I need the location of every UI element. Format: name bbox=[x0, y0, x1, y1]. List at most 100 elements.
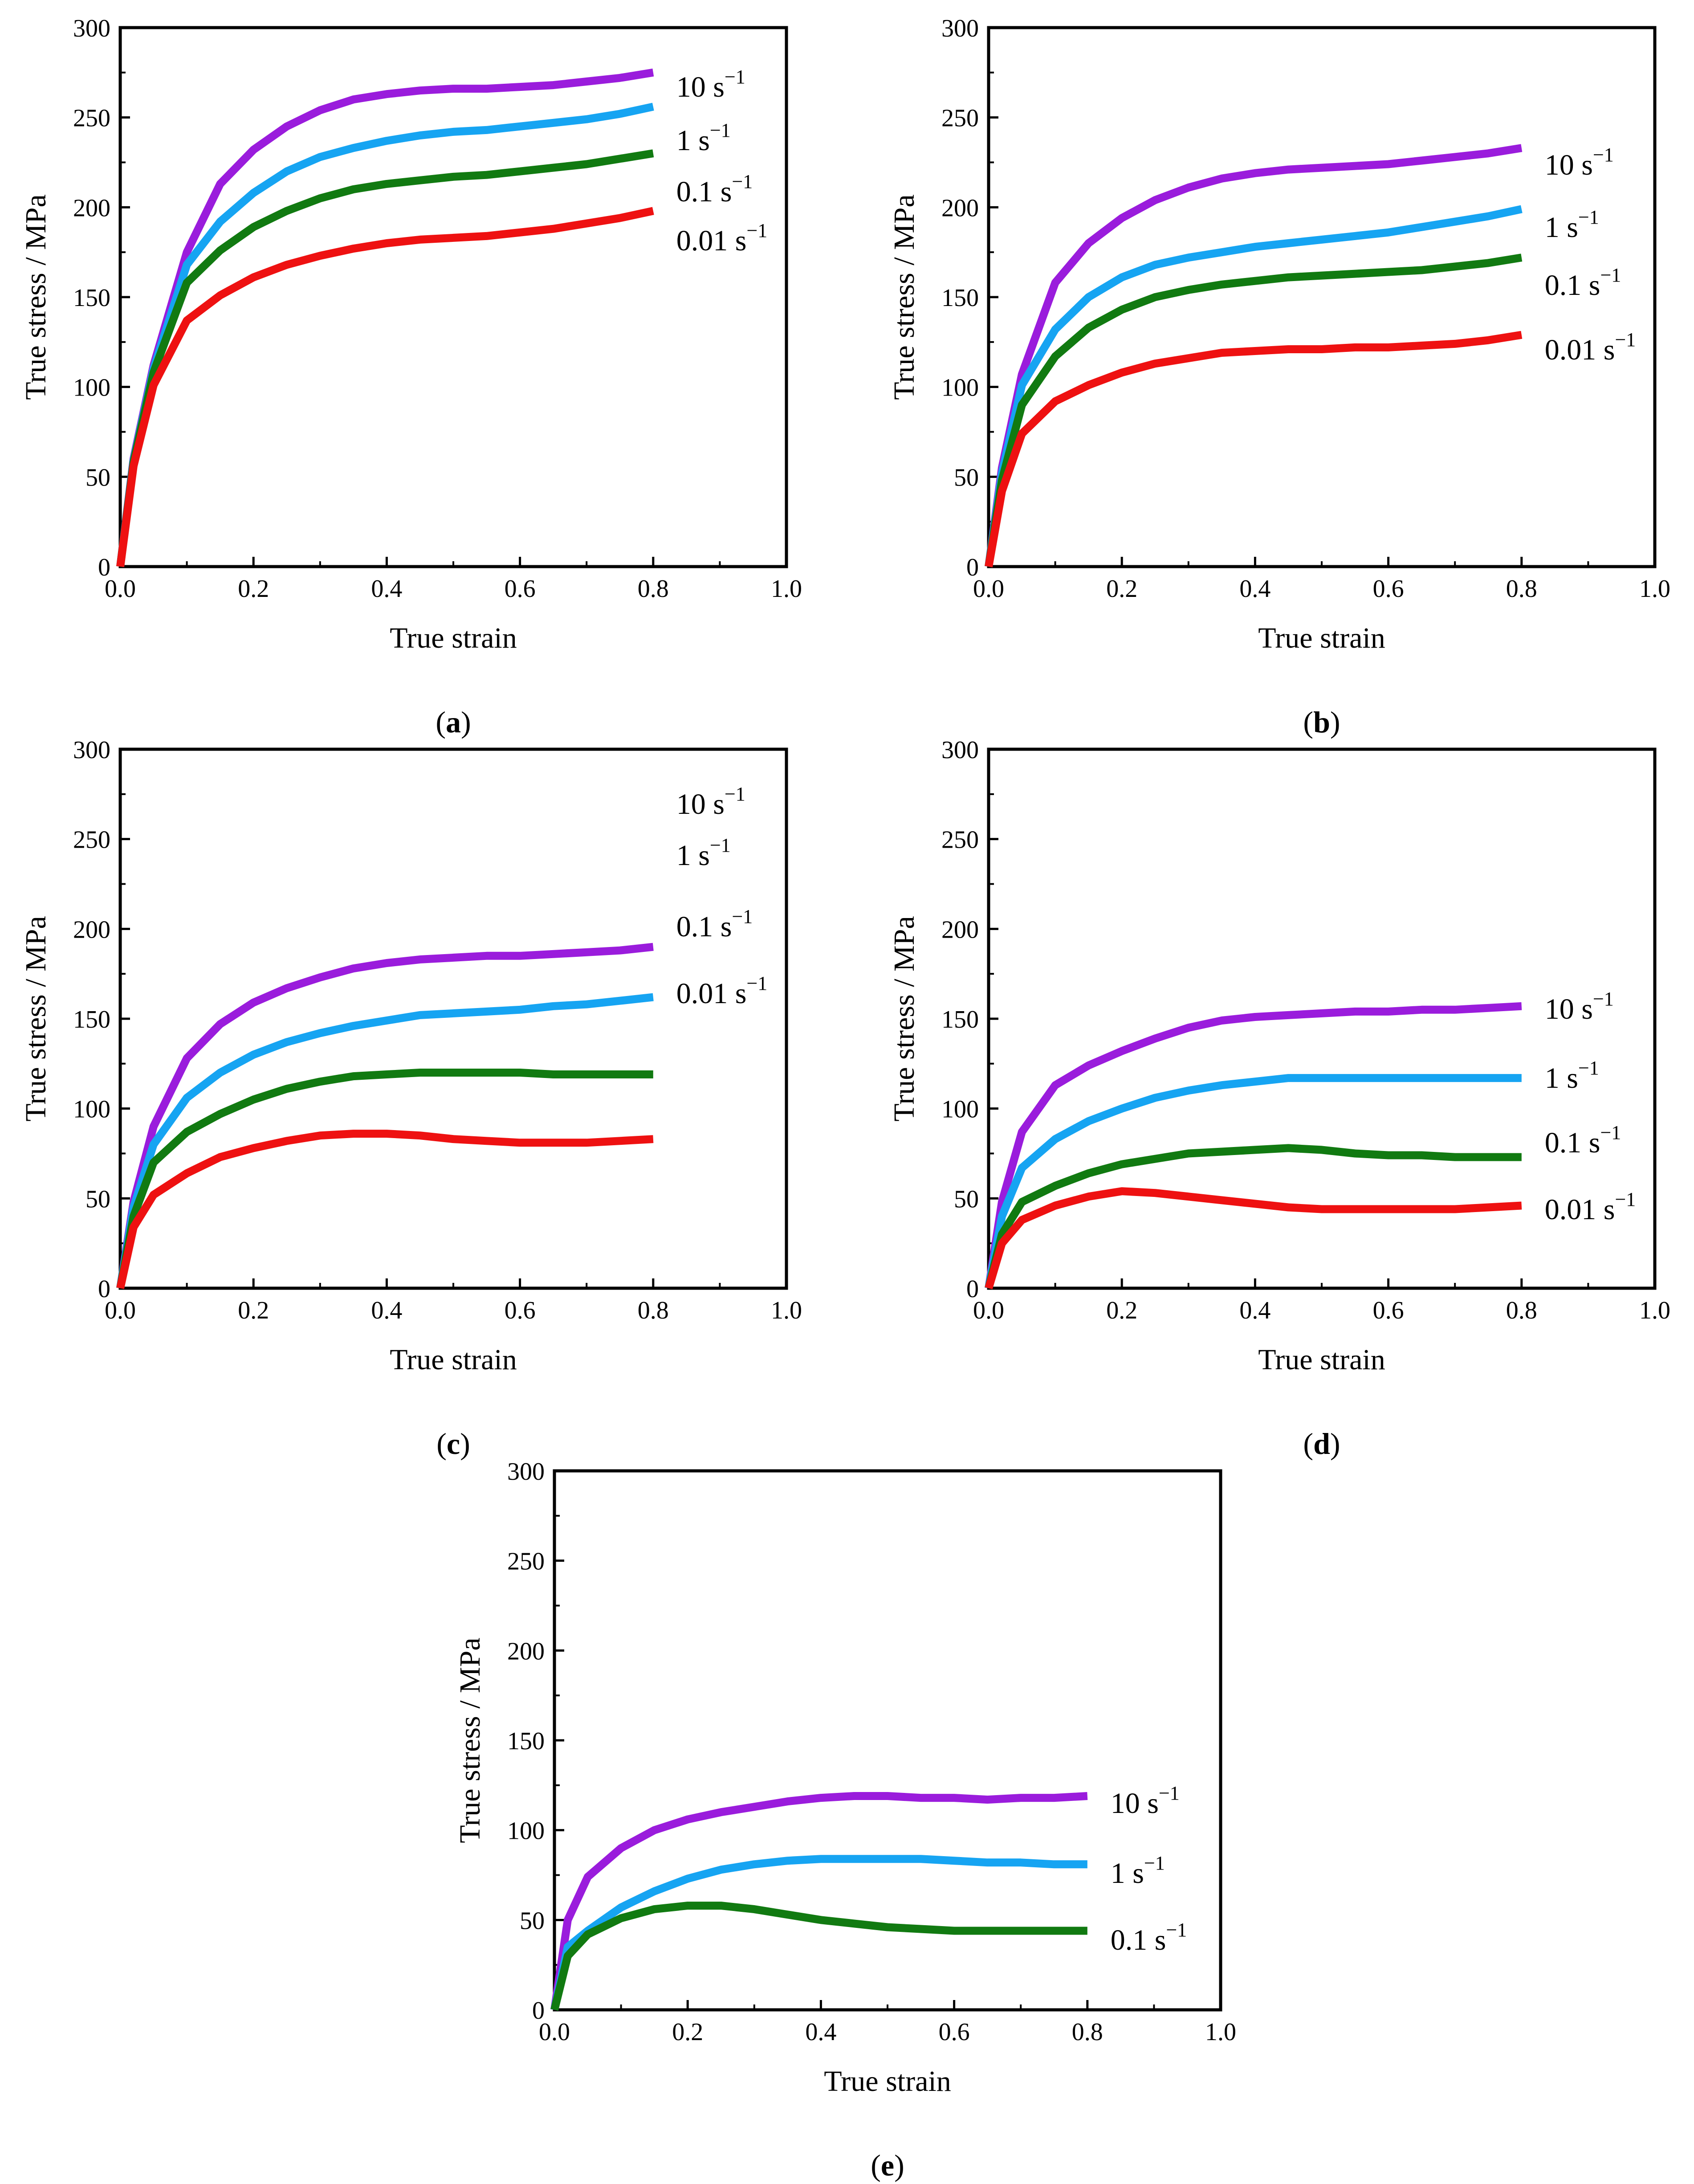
y-tick-label: 250 bbox=[941, 105, 979, 132]
legend-label: 0.01 s−1 bbox=[1545, 329, 1636, 366]
legend-label-exponent: −1 bbox=[1615, 329, 1636, 351]
series-line-0_1s-1 bbox=[116, 149, 654, 567]
y-tick-label: 0 bbox=[98, 1275, 110, 1303]
y-tick-label: 150 bbox=[941, 284, 979, 312]
y-tick-label: 250 bbox=[73, 105, 110, 132]
legend-label-base: 1 s bbox=[1545, 211, 1578, 244]
x-tick-label: 0.0 bbox=[105, 1297, 136, 1324]
legend-label-exponent: −1 bbox=[1166, 1919, 1187, 1941]
panel-label: (c) bbox=[436, 1427, 470, 1461]
y-tick-label: 100 bbox=[507, 1817, 545, 1845]
x-tick-label: 1.0 bbox=[771, 575, 802, 603]
legend-label-exponent: −1 bbox=[1144, 1852, 1165, 1874]
legend-label: 0.1 s−1 bbox=[676, 906, 753, 943]
panel-label-open: ( bbox=[871, 2148, 881, 2182]
legend-label-base: 0.1 s bbox=[676, 910, 732, 943]
legend-label-base: 10 s bbox=[1545, 149, 1593, 181]
legend-label-base: 0.01 s bbox=[676, 225, 747, 257]
legend-label-exponent: −1 bbox=[732, 906, 753, 927]
legend-label: 0.1 s−1 bbox=[1545, 264, 1621, 302]
legend-label-base: 1 s bbox=[676, 839, 710, 872]
y-tick-label: 200 bbox=[941, 194, 979, 222]
legend-label-exponent: −1 bbox=[1578, 1057, 1599, 1079]
x-axis-title: True strain bbox=[390, 1343, 517, 1376]
legend-label-exponent: −1 bbox=[725, 783, 745, 805]
y-tick-label: 150 bbox=[941, 1006, 979, 1033]
y-tick-label: 200 bbox=[941, 916, 979, 943]
legend-label: 0.01 s−1 bbox=[1545, 1188, 1636, 1226]
x-tick-label: 1.0 bbox=[1205, 2018, 1236, 2046]
legend-label-base: 0.01 s bbox=[1545, 1193, 1615, 1226]
y-tick-label: 200 bbox=[73, 916, 110, 943]
legend-label-base: 0.01 s bbox=[1545, 334, 1615, 366]
legend-label-exponent: −1 bbox=[1593, 144, 1614, 166]
series-line-0_01s-1 bbox=[116, 1130, 654, 1289]
y-axis-title: True stress / MPa bbox=[454, 1637, 486, 1843]
series-line-1s-1 bbox=[985, 205, 1523, 567]
series-line-0_01s-1 bbox=[985, 1187, 1522, 1290]
legend-label-exponent: −1 bbox=[710, 834, 731, 856]
y-tick-label: 50 bbox=[86, 464, 110, 491]
series-line-1s-1 bbox=[116, 993, 654, 1289]
series-line-10s-1 bbox=[550, 1792, 1088, 2011]
legend-label: 1 s−1 bbox=[676, 834, 731, 872]
legend-label-base: 1 s bbox=[1545, 1062, 1578, 1094]
y-tick-label: 100 bbox=[73, 1096, 110, 1123]
legend-label-exponent: −1 bbox=[1159, 1782, 1180, 1804]
x-axis-title: True strain bbox=[824, 2065, 951, 2098]
x-tick-label: 0.4 bbox=[1239, 1297, 1270, 1324]
x-tick-label: 0.2 bbox=[1106, 575, 1137, 603]
panel-label-open: ( bbox=[1303, 705, 1313, 739]
legend-label-base: 0.1 s bbox=[1545, 1127, 1600, 1159]
y-tick-label: 300 bbox=[73, 15, 110, 42]
y-axis-title: True stress / MPa bbox=[888, 916, 920, 1121]
x-axis-title: True strain bbox=[1258, 1343, 1385, 1376]
x-tick-label: 0.6 bbox=[1373, 1297, 1404, 1324]
x-tick-label: 0.6 bbox=[1373, 575, 1404, 603]
y-tick-label: 200 bbox=[73, 194, 110, 222]
x-tick-label: 0.0 bbox=[539, 2018, 570, 2046]
series-line-10s-1 bbox=[116, 68, 654, 567]
x-tick-label: 0.8 bbox=[1506, 575, 1537, 603]
series-line-0_01s-1 bbox=[985, 331, 1523, 567]
legend-label: 1 s−1 bbox=[1545, 1057, 1599, 1094]
legend-label-base: 1 s bbox=[1111, 1857, 1144, 1890]
y-tick-label: 50 bbox=[954, 1185, 979, 1213]
x-axis-title: True strain bbox=[390, 622, 517, 654]
legend-label-exponent: −1 bbox=[710, 119, 731, 141]
legend-label: 10 s−1 bbox=[676, 66, 745, 103]
panel-label-close: ) bbox=[894, 2148, 904, 2182]
y-tick-label: 300 bbox=[941, 736, 979, 764]
y-axis-title: True stress / MPa bbox=[20, 916, 52, 1121]
series-line-0_1s-1 bbox=[985, 1144, 1522, 1290]
legend-label-base: 1 s bbox=[676, 124, 710, 157]
panel-c: 0.0 0.2 0.4 0.6 0.8 1.0 0 50 100 150 200 250 300 True… bbox=[20, 736, 802, 1461]
x-tick-label: 1.0 bbox=[1639, 575, 1670, 603]
panel-e: 0.0 0.2 0.4 0.6 0.8 1.0 0 50 100 150 200 250 300 True… bbox=[454, 1458, 1236, 2182]
y-axis-title: True stress / MPa bbox=[20, 194, 52, 400]
series-line-0_01s-1 bbox=[116, 207, 654, 567]
x-tick-label: 0.0 bbox=[105, 575, 136, 603]
y-tick-label: 50 bbox=[954, 464, 979, 491]
legend-label: 0.01 s−1 bbox=[676, 972, 768, 1010]
panel-label-open: ( bbox=[436, 705, 446, 739]
legend-label: 1 s−1 bbox=[1545, 206, 1599, 244]
legend-label: 0.01 s−1 bbox=[676, 220, 768, 257]
panel-label-close: ) bbox=[1330, 1427, 1340, 1461]
x-tick-label: 0.8 bbox=[1506, 1297, 1537, 1324]
series-line-0_1s-1 bbox=[116, 1069, 653, 1289]
y-tick-label: 100 bbox=[941, 1096, 979, 1123]
x-axis-title: True strain bbox=[1258, 622, 1385, 654]
legend-label-exponent: −1 bbox=[1593, 988, 1614, 1010]
legend-label: 10 s−1 bbox=[1545, 144, 1614, 181]
x-tick-label: 1.0 bbox=[771, 1297, 802, 1324]
panel-label-close: ) bbox=[460, 1427, 470, 1461]
y-tick-label: 0 bbox=[532, 1997, 545, 2025]
x-tick-label: 0.6 bbox=[939, 2018, 970, 2046]
panel-label: (b) bbox=[1303, 705, 1340, 739]
y-tick-label: 100 bbox=[941, 374, 979, 402]
legend-label-base: 10 s bbox=[1111, 1787, 1159, 1820]
panel-label-letter: b bbox=[1313, 705, 1330, 739]
series-line-1s-1 bbox=[550, 1855, 1087, 2011]
y-tick-label: 250 bbox=[507, 1548, 545, 1576]
